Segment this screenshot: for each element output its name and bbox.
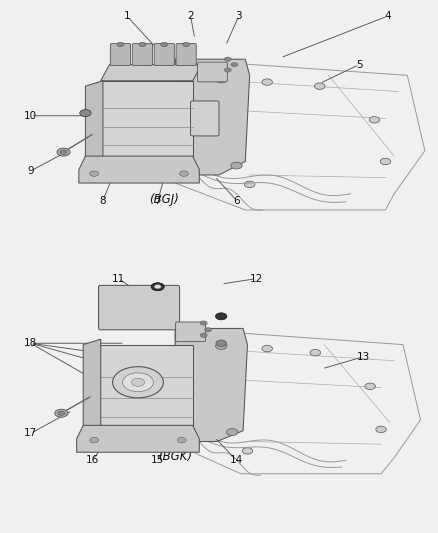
Text: 10: 10 xyxy=(24,111,37,121)
FancyBboxPatch shape xyxy=(110,44,131,66)
Circle shape xyxy=(226,429,238,435)
FancyBboxPatch shape xyxy=(132,44,152,66)
Text: 13: 13 xyxy=(357,352,370,362)
Text: 3: 3 xyxy=(235,11,242,21)
Circle shape xyxy=(151,282,164,290)
Circle shape xyxy=(262,345,272,352)
Circle shape xyxy=(113,367,163,398)
Text: (BGK): (BGK) xyxy=(158,450,192,463)
Text: 12: 12 xyxy=(250,273,263,284)
Circle shape xyxy=(262,79,272,85)
Circle shape xyxy=(58,411,65,415)
Circle shape xyxy=(154,285,161,289)
Text: 6: 6 xyxy=(233,196,240,206)
Circle shape xyxy=(380,158,391,165)
Text: 2: 2 xyxy=(187,11,194,21)
Text: 4: 4 xyxy=(384,11,391,21)
Text: 9: 9 xyxy=(27,166,34,176)
Text: 18: 18 xyxy=(24,338,37,348)
Circle shape xyxy=(216,76,226,83)
Circle shape xyxy=(314,83,325,90)
Circle shape xyxy=(205,328,212,332)
Circle shape xyxy=(139,42,146,46)
FancyBboxPatch shape xyxy=(101,80,193,161)
Circle shape xyxy=(200,333,207,337)
Circle shape xyxy=(244,181,255,188)
Circle shape xyxy=(180,171,188,176)
Circle shape xyxy=(60,150,67,154)
Text: 11: 11 xyxy=(112,273,125,284)
Circle shape xyxy=(183,42,190,46)
Circle shape xyxy=(369,117,380,123)
Circle shape xyxy=(161,42,168,46)
Circle shape xyxy=(57,148,70,156)
FancyBboxPatch shape xyxy=(176,44,196,66)
Polygon shape xyxy=(77,425,199,452)
Circle shape xyxy=(123,373,153,392)
Text: 17: 17 xyxy=(24,429,37,439)
Circle shape xyxy=(90,171,99,176)
Circle shape xyxy=(376,426,386,433)
FancyBboxPatch shape xyxy=(176,322,205,342)
Text: 15: 15 xyxy=(151,455,164,465)
Circle shape xyxy=(215,76,227,83)
Circle shape xyxy=(90,438,99,443)
Text: 5: 5 xyxy=(356,60,363,70)
Circle shape xyxy=(131,378,145,386)
Circle shape xyxy=(310,350,321,356)
Circle shape xyxy=(117,42,124,46)
Polygon shape xyxy=(85,80,103,161)
Circle shape xyxy=(224,57,231,61)
Text: 14: 14 xyxy=(230,455,243,465)
Polygon shape xyxy=(175,59,250,175)
Circle shape xyxy=(231,162,242,169)
Circle shape xyxy=(242,448,253,454)
Text: 8: 8 xyxy=(99,196,106,206)
Polygon shape xyxy=(175,328,247,441)
Circle shape xyxy=(215,313,227,320)
Polygon shape xyxy=(79,156,199,183)
Text: 7: 7 xyxy=(154,196,161,206)
FancyBboxPatch shape xyxy=(191,101,219,136)
Circle shape xyxy=(224,68,231,72)
Polygon shape xyxy=(83,339,101,431)
Circle shape xyxy=(55,409,68,417)
Text: 1: 1 xyxy=(124,11,131,21)
Circle shape xyxy=(216,340,226,346)
Circle shape xyxy=(231,62,238,67)
FancyBboxPatch shape xyxy=(99,285,180,330)
Polygon shape xyxy=(101,64,201,80)
Circle shape xyxy=(177,438,186,443)
Circle shape xyxy=(216,343,226,349)
Text: 16: 16 xyxy=(85,455,99,465)
Circle shape xyxy=(365,383,375,390)
FancyBboxPatch shape xyxy=(198,62,227,82)
FancyBboxPatch shape xyxy=(99,344,193,431)
Circle shape xyxy=(215,342,227,350)
Text: (BGJ): (BGJ) xyxy=(149,193,179,206)
Circle shape xyxy=(80,110,91,117)
Circle shape xyxy=(200,321,207,325)
FancyBboxPatch shape xyxy=(154,44,174,66)
